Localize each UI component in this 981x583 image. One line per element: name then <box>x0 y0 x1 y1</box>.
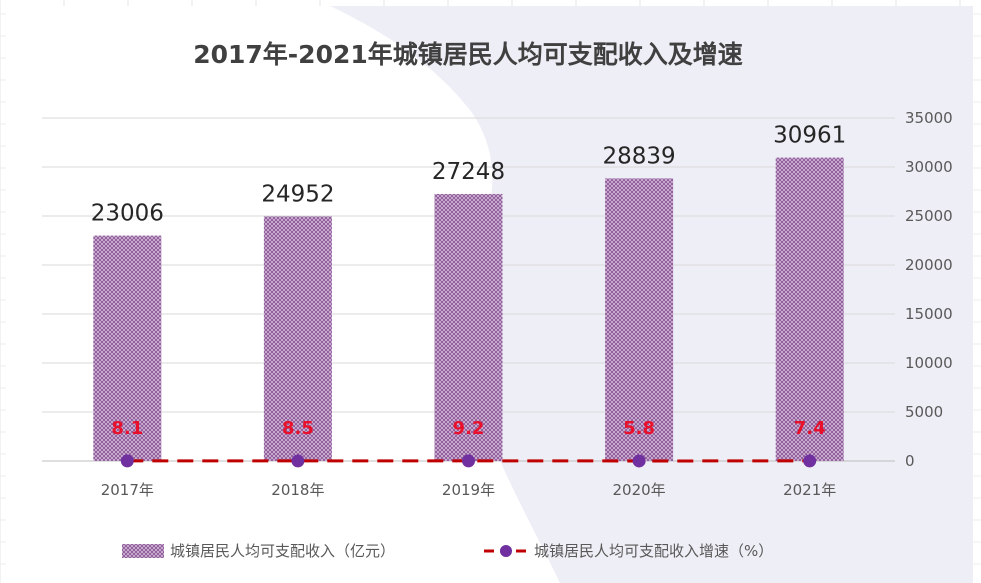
bar <box>434 193 503 461</box>
legend-line-marker <box>500 545 512 557</box>
rate-marker <box>120 454 134 468</box>
y-tick-label: 20000 <box>905 256 953 274</box>
bars <box>93 157 844 461</box>
bar <box>605 178 674 461</box>
x-tick-label: 2020年 <box>613 481 666 499</box>
bar-value-label: 23006 <box>91 201 164 227</box>
x-tick-label: 2018年 <box>271 481 324 499</box>
y-tick-label: 0 <box>905 452 915 470</box>
rate-value-label: 5.8 <box>623 418 655 439</box>
bar-value-label: 27248 <box>432 159 505 185</box>
rate-marker <box>291 454 305 468</box>
y-tick-label: 5000 <box>905 403 943 421</box>
y-tick-label: 25000 <box>905 207 953 225</box>
rate-marker <box>462 454 475 468</box>
rate-value-label: 9.2 <box>453 418 485 439</box>
x-axis-ticks: 2017年 2018年 2019年 2020年 2021年 <box>101 481 837 499</box>
x-tick-label: 2021年 <box>783 481 836 499</box>
x-tick-label: 2017年 <box>101 481 154 499</box>
x-tick-label: 2019年 <box>442 481 495 499</box>
bar <box>775 157 844 461</box>
bar <box>263 216 332 461</box>
rate-line-series <box>120 454 817 468</box>
y-tick-label: 15000 <box>905 305 953 323</box>
legend-line-label: 城镇居民人均可支配收入增速（%） <box>534 542 773 560</box>
rate-marker <box>632 454 646 468</box>
legend-bar-label: 城镇居民人均可支配收入（亿元） <box>170 542 395 560</box>
rate-value-label: 7.4 <box>794 418 826 439</box>
bar-value-label: 24952 <box>261 181 334 207</box>
chart-title: 2017年-2021年城镇居民人均可支配收入及增速 <box>193 40 743 69</box>
bar-value-label: 28839 <box>603 143 676 169</box>
rate-data-labels: 8.1 8.5 9.2 5.8 7.4 <box>111 418 825 439</box>
bar <box>93 235 162 461</box>
rate-value-label: 8.1 <box>111 418 143 439</box>
rate-marker <box>803 454 817 468</box>
legend-bar-swatch <box>122 544 164 558</box>
rate-value-label: 8.5 <box>282 418 314 439</box>
y-tick-label: 35000 <box>905 109 953 127</box>
y-tick-label: 10000 <box>905 354 953 372</box>
y-axis-ticks: 0 5000 10000 15000 20000 25000 30000 35000 <box>905 109 953 470</box>
bar-data-labels: 23006 24952 27248 28839 30961 <box>91 123 847 227</box>
y-tick-label: 30000 <box>905 158 953 176</box>
bar-value-label: 30961 <box>773 123 846 149</box>
legend: 城镇居民人均可支配收入（亿元） 城镇居民人均可支配收入增速（%） <box>122 542 773 560</box>
